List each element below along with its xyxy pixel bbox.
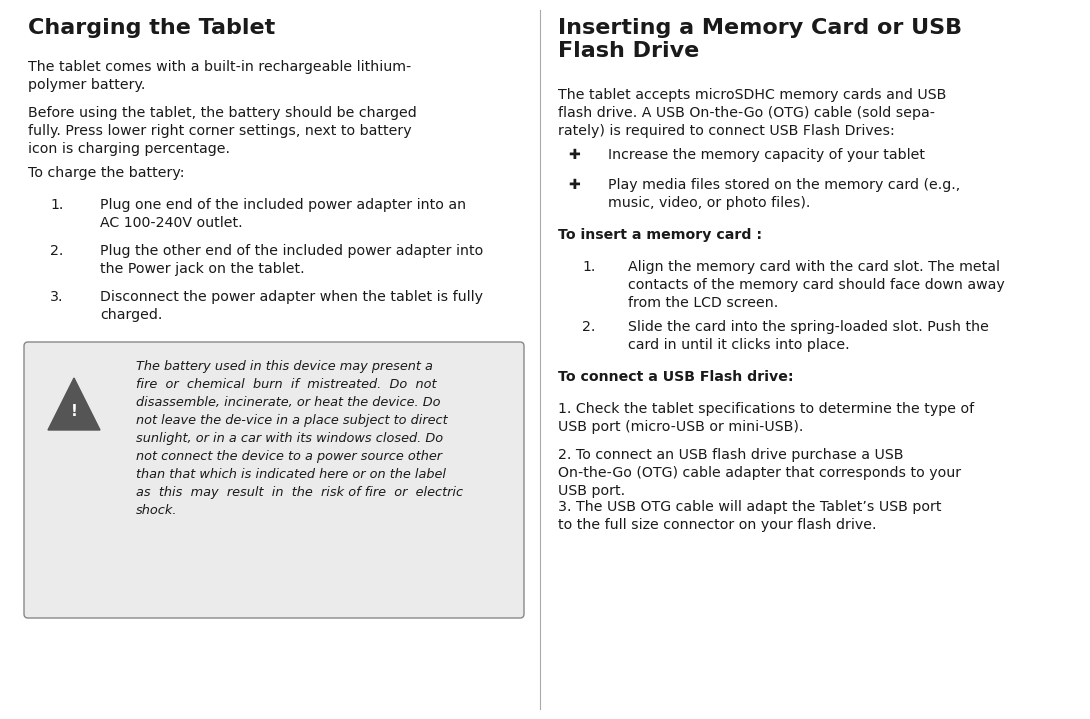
Text: Play media files stored on the memory card (e.g.,
music, video, or photo files).: Play media files stored on the memory ca… — [608, 178, 960, 210]
Text: 3. The USB OTG cable will adapt the Tablet’s USB port
to the full size connector: 3. The USB OTG cable will adapt the Tabl… — [558, 500, 942, 532]
Text: Charging the Tablet: Charging the Tablet — [28, 18, 276, 38]
Polygon shape — [48, 378, 100, 430]
Text: Increase the memory capacity of your tablet: Increase the memory capacity of your tab… — [608, 148, 925, 162]
Text: ✚: ✚ — [568, 178, 580, 192]
Text: The battery used in this device may present a
fire  or  chemical  burn  if  mist: The battery used in this device may pres… — [136, 360, 463, 517]
Text: Plug one end of the included power adapter into an
AC 100-240V outlet.: Plug one end of the included power adapt… — [100, 198, 467, 230]
Text: Slide the card into the spring-loaded slot. Push the
card in until it clicks int: Slide the card into the spring-loaded sl… — [628, 320, 989, 352]
Text: !: ! — [71, 405, 77, 419]
Text: 2.: 2. — [582, 320, 595, 334]
Text: The tablet comes with a built-in rechargeable lithium-
polymer battery.: The tablet comes with a built-in recharg… — [28, 60, 411, 92]
FancyBboxPatch shape — [24, 342, 524, 618]
Text: 2. To connect an USB flash drive purchase a USB
On-the-Go (OTG) cable adapter th: 2. To connect an USB flash drive purchas… — [558, 448, 961, 498]
Text: Plug the other end of the included power adapter into
the Power jack on the tabl: Plug the other end of the included power… — [100, 244, 483, 276]
Text: To charge the battery:: To charge the battery: — [28, 166, 184, 180]
Text: 2.: 2. — [50, 244, 63, 258]
Text: Before using the tablet, the battery should be charged
fully. Press lower right : Before using the tablet, the battery sho… — [28, 106, 416, 156]
Text: 1.: 1. — [582, 260, 595, 274]
Text: The tablet accepts microSDHC memory cards and USB
flash drive. A USB On-the-Go (: The tablet accepts microSDHC memory card… — [558, 88, 946, 138]
Text: Align the memory card with the card slot. The metal
contacts of the memory card : Align the memory card with the card slot… — [628, 260, 1005, 310]
Text: Disconnect the power adapter when the tablet is fully
charged.: Disconnect the power adapter when the ta… — [100, 290, 483, 322]
Text: Inserting a Memory Card or USB
Flash Drive: Inserting a Memory Card or USB Flash Dri… — [558, 18, 962, 61]
Text: 3.: 3. — [50, 290, 63, 304]
Text: To insert a memory card :: To insert a memory card : — [558, 228, 762, 242]
Text: 1.: 1. — [50, 198, 63, 212]
Text: To connect a USB Flash drive:: To connect a USB Flash drive: — [558, 370, 794, 384]
Text: ✚: ✚ — [568, 148, 580, 162]
Text: 1. Check the tablet specifications to determine the type of
USB port (micro-USB : 1. Check the tablet specifications to de… — [558, 402, 974, 434]
